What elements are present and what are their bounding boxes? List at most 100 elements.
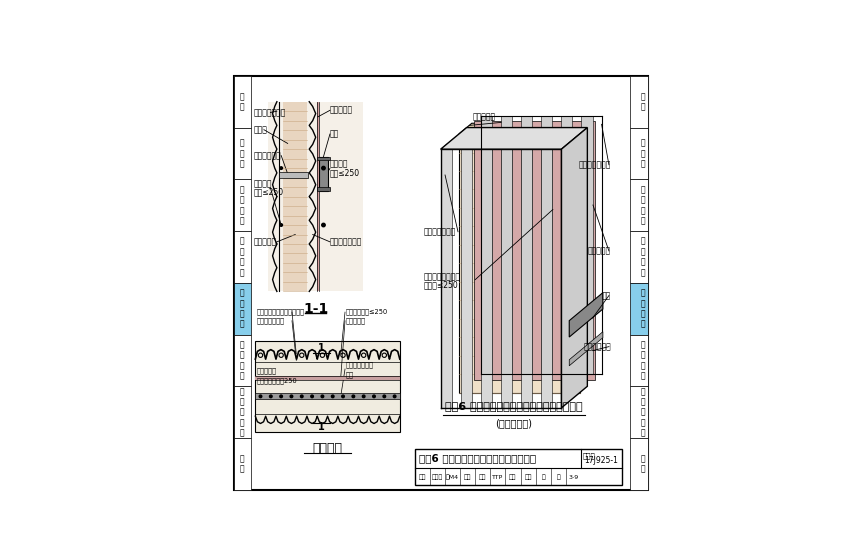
Circle shape — [341, 395, 344, 398]
Polygon shape — [459, 123, 593, 134]
Bar — [234, 334, 251, 386]
Text: 常
用
板
型
表: 常 用 板 型 表 — [240, 387, 245, 437]
Bar — [630, 438, 648, 490]
Text: 内层压型金属板: 内层压型金属板 — [579, 160, 611, 169]
Circle shape — [322, 166, 325, 170]
Polygon shape — [459, 134, 580, 393]
Text: 常
用
板
型
表: 常 用 板 型 表 — [641, 387, 646, 437]
Text: 李藻: 李藻 — [525, 475, 531, 480]
Text: 墙梁: 墙梁 — [602, 291, 611, 300]
Text: 设计: 设计 — [509, 475, 517, 480]
Polygon shape — [475, 121, 595, 380]
Text: 墙梁: 墙梁 — [330, 129, 339, 138]
Bar — [630, 76, 648, 128]
Polygon shape — [562, 128, 587, 408]
Text: 反射隔热膜: 反射隔热膜 — [330, 106, 353, 115]
Text: 外墙6 双层压型金属板复合保温外墙构造示意: 外墙6 双层压型金属板复合保温外墙构造示意 — [445, 400, 583, 410]
Text: 反射隔热膜: 反射隔热膜 — [588, 246, 611, 255]
Text: 自攻螺钉每波设置: 自攻螺钉每波设置 — [423, 272, 460, 281]
Polygon shape — [562, 116, 573, 375]
Circle shape — [331, 395, 334, 398]
Text: 目
录: 目 录 — [240, 92, 245, 111]
Text: 审核: 审核 — [419, 475, 427, 480]
Text: 蔡昭昀: 蔡昭昀 — [432, 475, 443, 480]
Bar — [630, 386, 648, 438]
Polygon shape — [481, 149, 492, 408]
Text: 工
程
做
法: 工 程 做 法 — [641, 185, 646, 225]
Text: 附
录: 附 录 — [240, 454, 245, 474]
Bar — [317, 188, 329, 191]
Polygon shape — [481, 116, 492, 375]
Bar — [234, 76, 251, 128]
Polygon shape — [541, 149, 552, 408]
Text: 页: 页 — [556, 475, 560, 480]
Bar — [630, 283, 648, 334]
Circle shape — [280, 167, 282, 169]
Text: 17J925-1: 17J925-1 — [585, 456, 618, 465]
Bar — [255, 341, 400, 432]
Bar — [255, 393, 400, 399]
Bar — [283, 102, 307, 291]
Bar — [630, 231, 648, 283]
Circle shape — [383, 395, 385, 398]
Bar — [234, 179, 251, 231]
Bar — [255, 376, 400, 380]
Bar — [234, 283, 251, 334]
Text: 透气层: 透气层 — [253, 125, 267, 134]
Text: 搭接夹左右各设一自攻螺钉: 搭接夹左右各设一自攻螺钉 — [256, 309, 304, 315]
Text: 总
说
明: 总 说 明 — [240, 138, 245, 169]
Polygon shape — [501, 149, 513, 408]
Bar — [317, 157, 329, 160]
Text: 校对: 校对 — [464, 475, 471, 480]
Polygon shape — [541, 116, 552, 375]
Bar — [234, 438, 251, 490]
Circle shape — [310, 395, 313, 398]
Text: 1: 1 — [318, 343, 325, 353]
Text: 林前: 林前 — [479, 475, 487, 480]
Text: 屋
面
构
造: 屋 面 构 造 — [240, 237, 245, 277]
Text: 墙梁: 墙梁 — [346, 371, 353, 377]
Polygon shape — [440, 128, 587, 149]
Polygon shape — [569, 293, 603, 337]
Polygon shape — [440, 136, 467, 149]
Text: 1-1: 1-1 — [303, 302, 329, 316]
Text: 通长隔热垫片: 通长隔热垫片 — [253, 151, 281, 160]
Circle shape — [322, 223, 325, 227]
Text: 内层压型金属板: 内层压型金属板 — [330, 237, 362, 246]
Text: 总
说
明: 总 说 明 — [641, 138, 646, 169]
Circle shape — [280, 224, 282, 226]
Text: 外层压型金属板: 外层压型金属板 — [256, 318, 285, 324]
Circle shape — [290, 395, 292, 398]
Polygon shape — [581, 116, 593, 375]
Circle shape — [259, 395, 261, 398]
Text: 图集号: 图集号 — [583, 453, 596, 459]
Text: (保温隔热型): (保温隔热型) — [495, 418, 532, 428]
Polygon shape — [541, 136, 568, 149]
Polygon shape — [521, 136, 548, 149]
Bar — [316, 102, 319, 291]
Polygon shape — [440, 149, 452, 408]
Text: 目
录: 目 录 — [641, 92, 646, 111]
Text: 拉铆钉纵向间距250: 拉铆钉纵向间距250 — [256, 378, 298, 384]
Text: 底
面
构
造: 底 面 构 造 — [240, 340, 245, 380]
Polygon shape — [521, 116, 532, 375]
Text: 附
录: 附 录 — [641, 454, 646, 474]
Circle shape — [393, 395, 396, 398]
Text: 长M4: 长M4 — [446, 475, 459, 480]
Text: TTP: TTP — [492, 475, 503, 480]
Text: 自攻螺钉: 自攻螺钉 — [330, 160, 348, 169]
Text: 仅: 仅 — [541, 475, 545, 480]
Text: 间距≤250: 间距≤250 — [253, 188, 283, 197]
Text: 内层压型金属板: 内层压型金属板 — [346, 361, 374, 368]
Text: 3-9: 3-9 — [568, 475, 579, 480]
Bar — [234, 128, 251, 179]
Text: 间距≤250: 间距≤250 — [330, 169, 360, 178]
Bar — [279, 171, 308, 178]
Text: 墙
体
构
造: 墙 体 构 造 — [641, 288, 646, 329]
Circle shape — [352, 395, 354, 398]
Bar — [268, 102, 363, 291]
Text: 自攻螺钉间距≤250: 自攻螺钉间距≤250 — [346, 309, 388, 315]
Text: 保温隔热层: 保温隔热层 — [472, 112, 495, 121]
Text: 外层压型金属板: 外层压型金属板 — [423, 227, 456, 236]
Circle shape — [280, 395, 282, 398]
